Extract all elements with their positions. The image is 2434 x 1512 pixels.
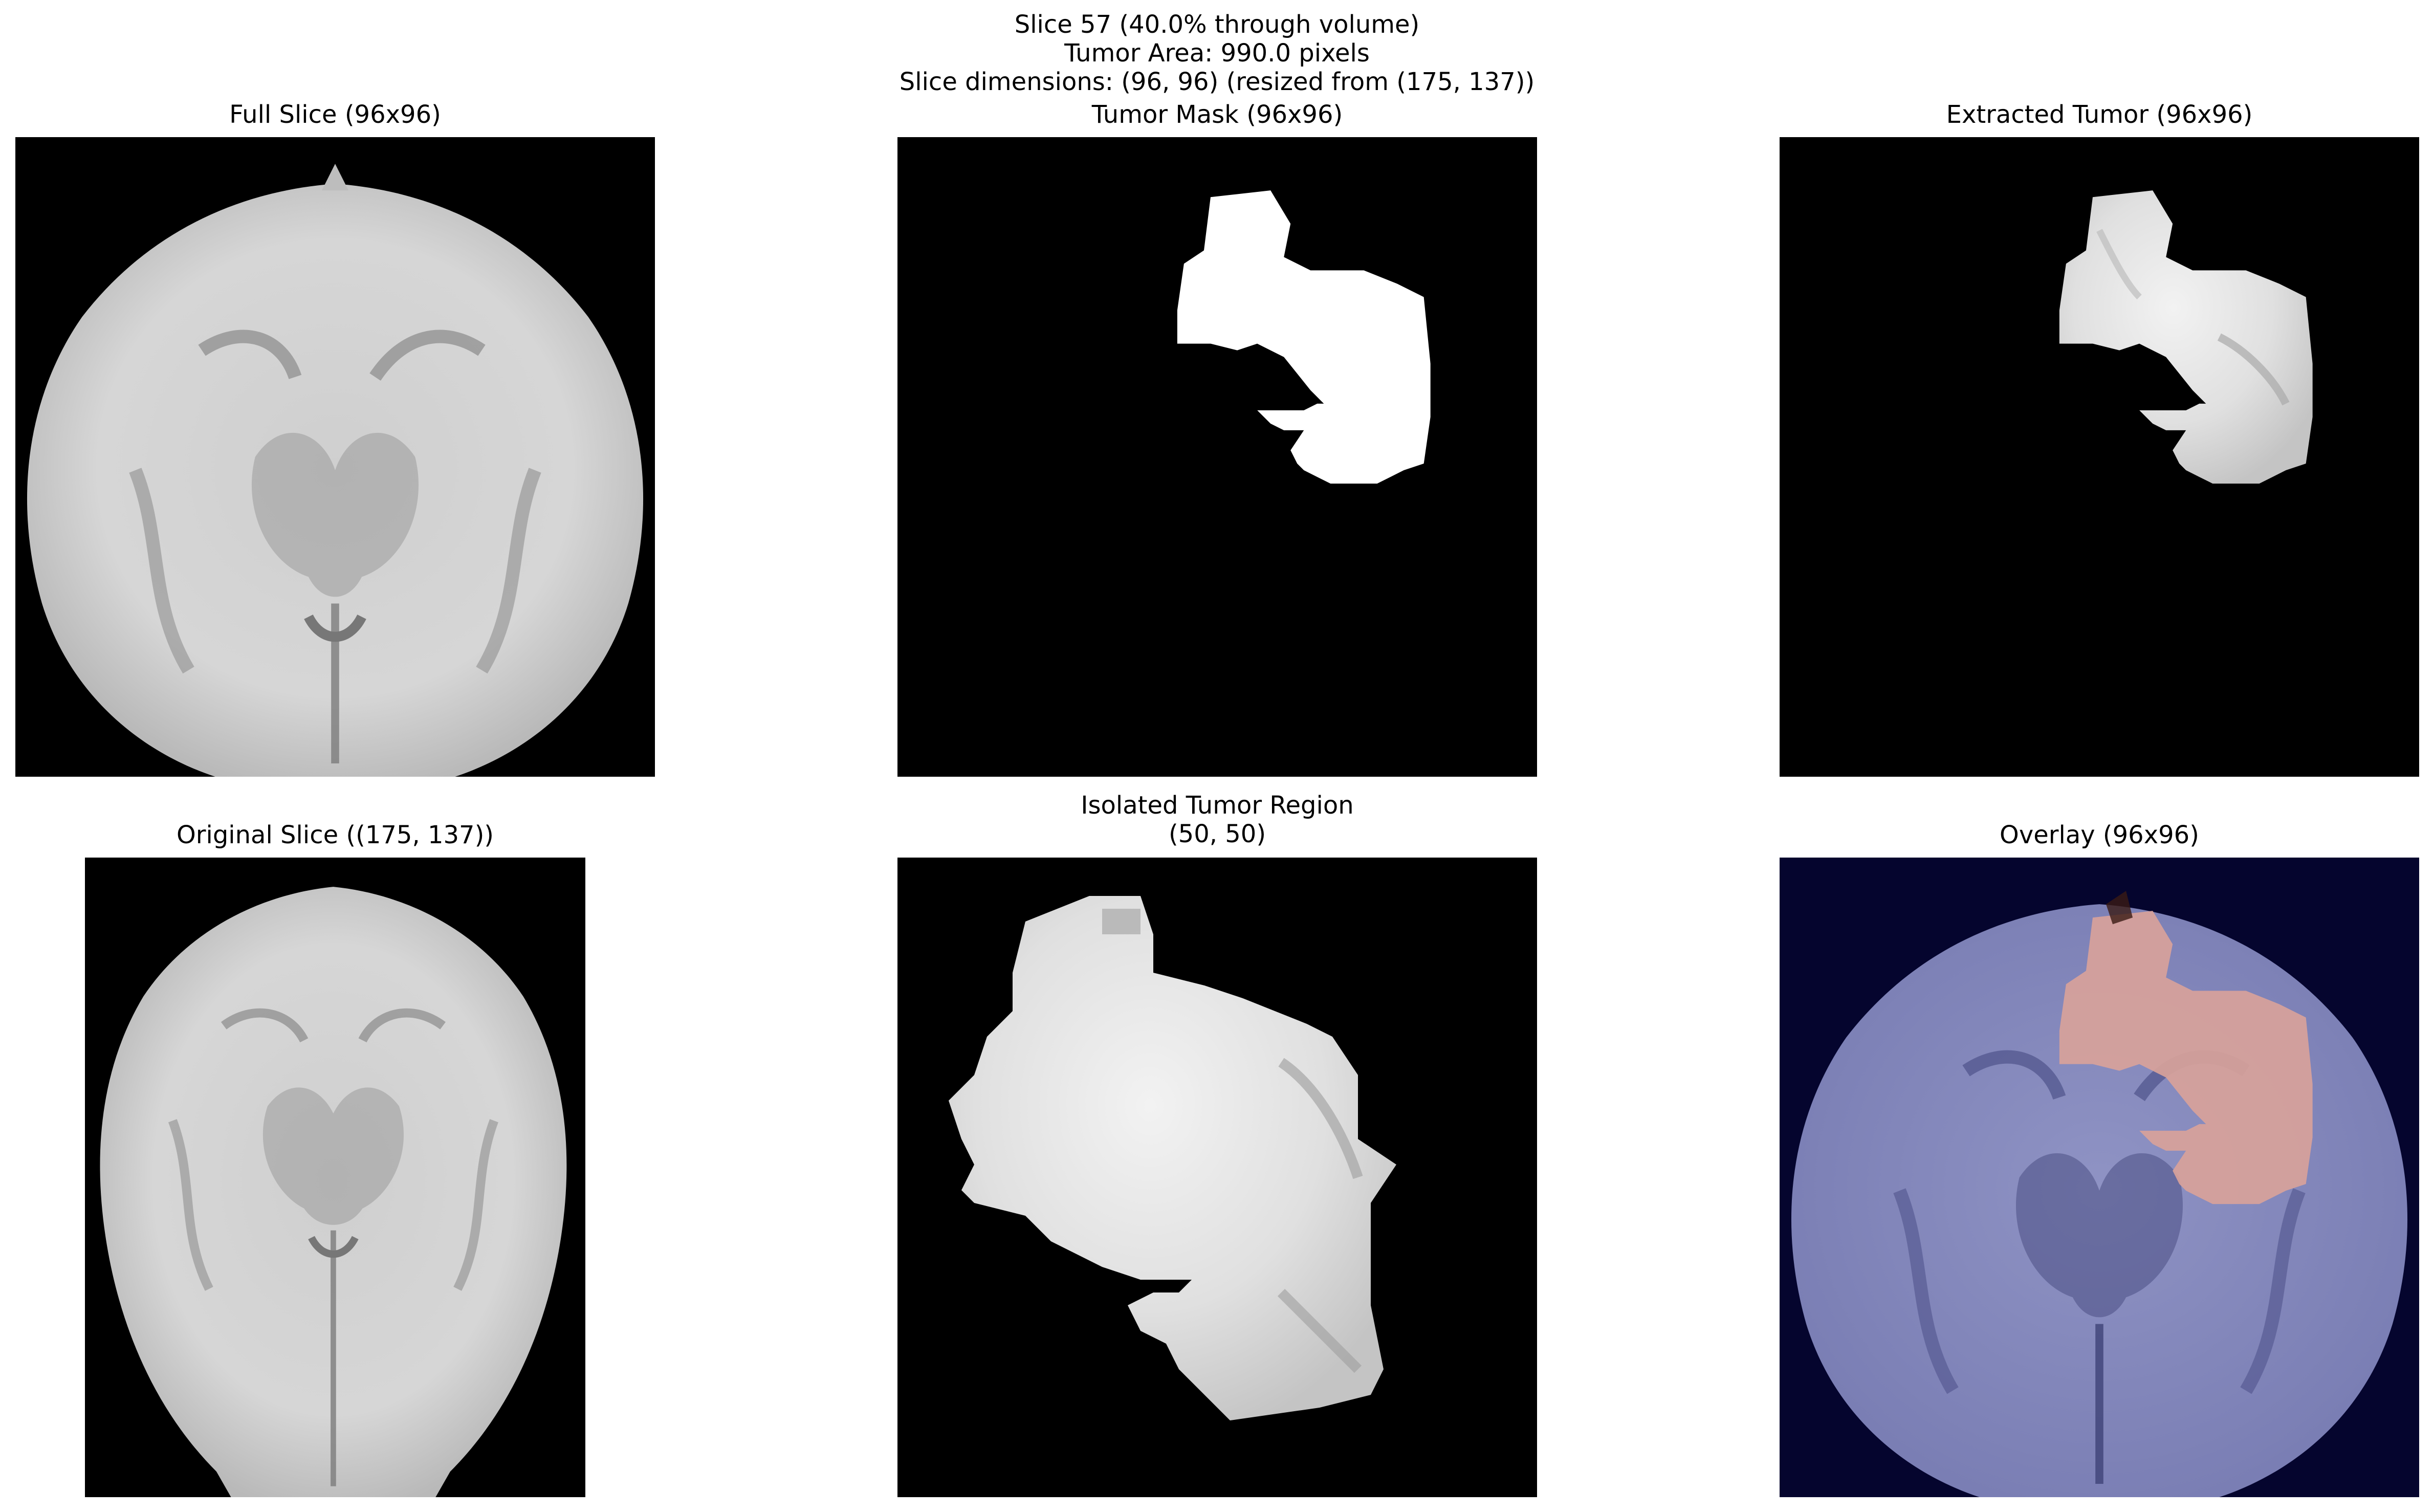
- original-slice-title: Original Slice ((175, 137)): [176, 821, 494, 849]
- suptitle-line-2: Tumor Area: 990.0 pixels: [1064, 39, 1370, 68]
- full-slice-image: [15, 137, 655, 777]
- extracted-tumor-title: Extracted Tumor (96x96): [1946, 100, 2253, 129]
- suptitle-line-3: Slice dimensions: (96, 96) (resized from…: [899, 68, 1535, 96]
- overlay-image: [1780, 858, 2419, 1497]
- tumor-mask-image: [897, 137, 1537, 777]
- original-slice-image: [85, 858, 585, 1497]
- isolated-region-title-line-2: (50, 50): [1168, 820, 1266, 848]
- figure-suptitle: Slice 57 (40.0% through volume) Tumor Ar…: [0, 10, 2434, 96]
- overlay-title: Overlay (96x96): [2000, 821, 2199, 849]
- full-slice-title: Full Slice (96x96): [229, 100, 441, 129]
- isolated-region-image: [897, 858, 1537, 1497]
- suptitle-line-1: Slice 57 (40.0% through volume): [1014, 10, 1420, 39]
- tumor-mask-title: Tumor Mask (96x96): [1091, 100, 1343, 129]
- extracted-tumor-image: [1780, 137, 2419, 777]
- isolated-region-title: Isolated Tumor Region (50, 50): [897, 791, 1537, 848]
- isolated-region-title-line-1: Isolated Tumor Region: [1081, 791, 1354, 820]
